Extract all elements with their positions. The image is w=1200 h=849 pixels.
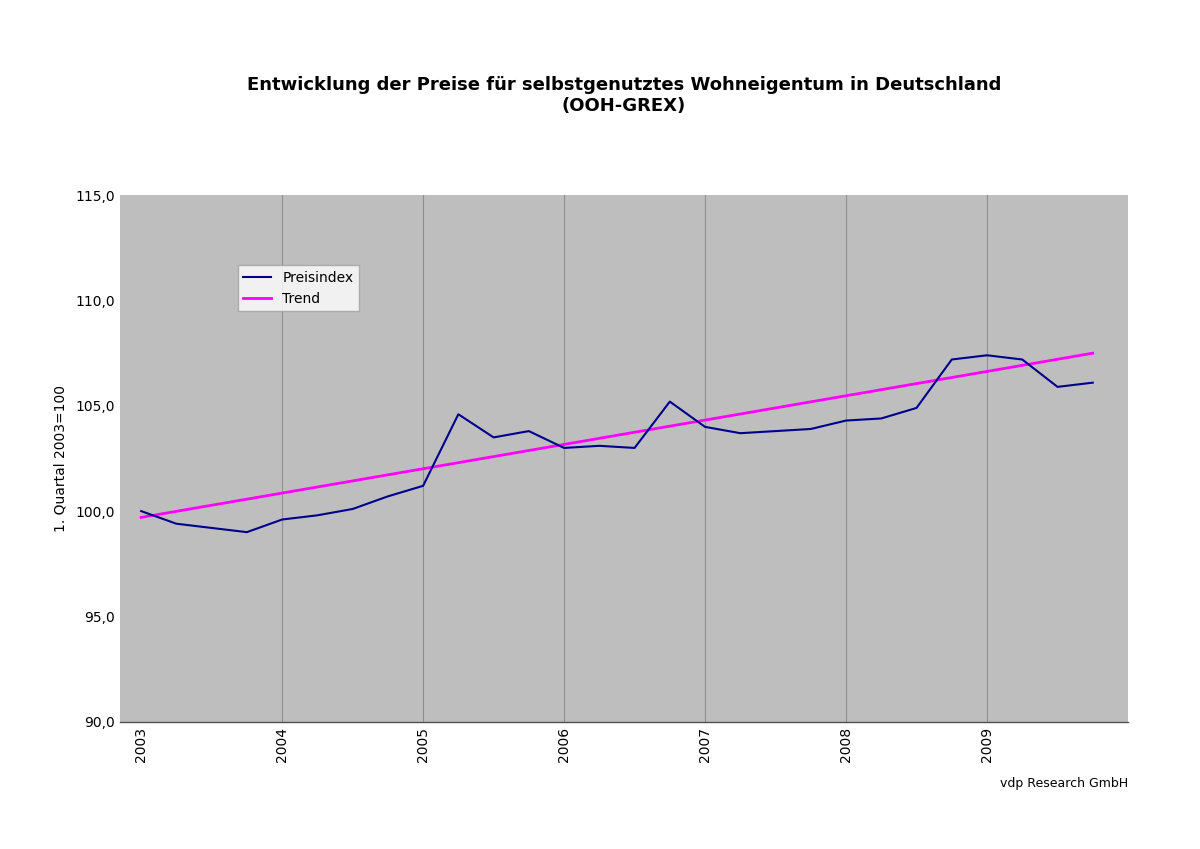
Y-axis label: 1. Quartal 2003=100: 1. Quartal 2003=100 xyxy=(53,385,67,532)
Preisindex xyxy=(698,422,713,432)
Preisindex xyxy=(839,415,853,425)
Preisindex xyxy=(662,396,677,407)
Preisindex xyxy=(1086,378,1100,388)
Preisindex xyxy=(240,527,254,537)
Line: Preisindex: Preisindex xyxy=(142,355,1093,532)
Preisindex xyxy=(169,519,184,529)
Preisindex xyxy=(733,428,748,438)
Preisindex xyxy=(944,354,959,364)
Preisindex xyxy=(380,492,395,502)
Text: Entwicklung der Preise für selbstgenutztes Wohneigentum in Deutschland
(OOH-GREX: Entwicklung der Preise für selbstgenutzt… xyxy=(247,76,1001,115)
Preisindex xyxy=(592,441,606,451)
Legend: Preisindex, Trend: Preisindex, Trend xyxy=(238,266,359,312)
Preisindex xyxy=(874,413,888,424)
Preisindex xyxy=(346,504,360,514)
Preisindex xyxy=(1050,382,1064,392)
Preisindex xyxy=(910,402,924,413)
Preisindex xyxy=(134,506,149,516)
Preisindex xyxy=(416,481,431,491)
Preisindex xyxy=(522,426,536,436)
Preisindex xyxy=(768,426,782,436)
Preisindex xyxy=(275,514,289,525)
Preisindex xyxy=(486,432,500,442)
Preisindex xyxy=(980,350,995,360)
Preisindex xyxy=(204,523,218,533)
Preisindex xyxy=(804,424,818,434)
Preisindex xyxy=(557,443,571,453)
Text: vdp Research GmbH: vdp Research GmbH xyxy=(1000,777,1128,790)
Preisindex xyxy=(628,443,642,453)
Preisindex xyxy=(310,510,324,520)
Preisindex xyxy=(451,409,466,419)
Preisindex xyxy=(1015,354,1030,364)
